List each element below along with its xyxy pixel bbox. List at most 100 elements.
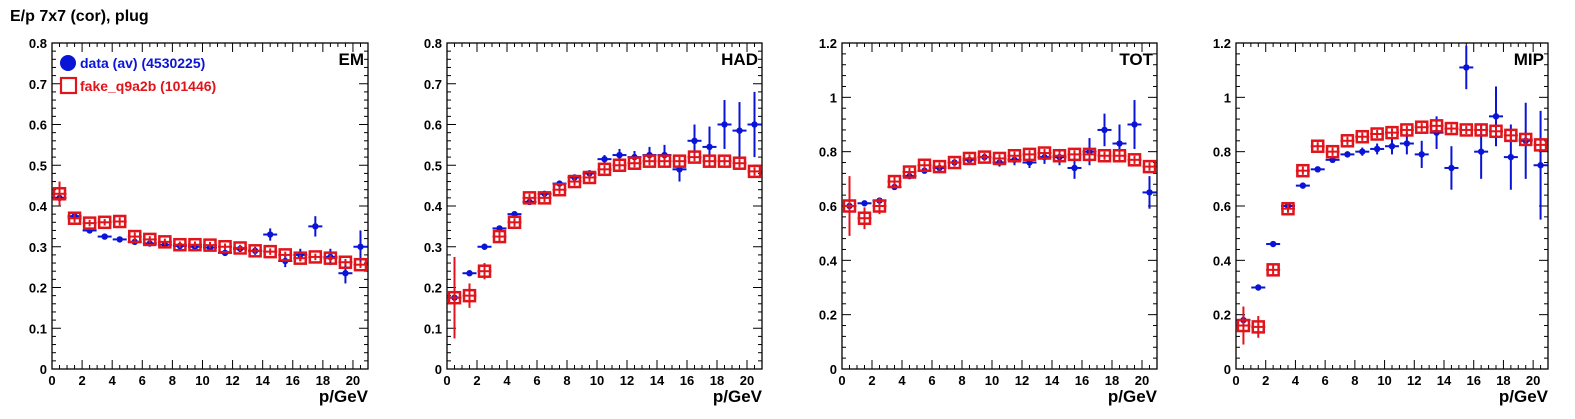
data-point (1146, 189, 1153, 196)
fake-point (857, 211, 872, 225)
data-point (1071, 164, 1078, 172)
fake-point (1236, 318, 1251, 333)
data-point (1269, 240, 1277, 248)
fake-point (582, 170, 597, 185)
data-point (1477, 148, 1485, 155)
plot-frame (841, 42, 1158, 370)
y-tick-label: 0.4 (1213, 253, 1232, 268)
fake-point (173, 237, 187, 252)
fake-point (732, 156, 747, 170)
fake-point (552, 182, 567, 197)
fake-point (612, 158, 627, 172)
x-axis-label: p/GeV (319, 387, 369, 406)
y-tick-label: 1.2 (1213, 36, 1231, 51)
y-tick-label: 0.2 (819, 308, 837, 323)
fake-point (1007, 148, 1022, 163)
fake-point (977, 150, 992, 164)
data-point (1388, 143, 1396, 150)
x-tick-label: 12 (620, 373, 634, 388)
fake-point (537, 191, 552, 205)
y-tick-label: 1.2 (819, 36, 837, 51)
panel-label: EM (339, 50, 365, 69)
fake-point (887, 174, 902, 189)
fake-point (158, 235, 172, 249)
x-tick-label: 10 (195, 373, 209, 388)
fake-point (522, 191, 537, 205)
fake-point (947, 155, 962, 170)
fake-point (1429, 119, 1444, 133)
x-tick-label: 2 (473, 373, 480, 388)
y-tick-label: 0.8 (819, 145, 837, 160)
fake-point (462, 288, 477, 303)
fake-point (128, 229, 142, 244)
x-tick-label: 16 (1075, 373, 1089, 388)
fake-point (1414, 120, 1429, 134)
data-point (706, 143, 713, 151)
x-tick-label: 20 (346, 373, 360, 388)
fake-point (263, 244, 277, 259)
fake-point (143, 232, 157, 247)
x-tick-label: 4 (1292, 373, 1300, 388)
plot-frame (446, 42, 763, 370)
x-tick-label: 2 (1262, 373, 1269, 388)
x-tick-label: 18 (1105, 373, 1119, 388)
fake-point (1082, 147, 1097, 162)
y-tick-label: 0.3 (29, 240, 47, 255)
y-tick-label: 1 (830, 90, 837, 105)
data-point (1448, 164, 1455, 172)
y-tick-label: 0.4 (819, 253, 838, 268)
data-point (357, 243, 364, 250)
fake-point (1370, 127, 1384, 141)
fake-point (1340, 134, 1355, 148)
y-tick-label: 0 (435, 362, 442, 377)
fake-point (872, 199, 887, 213)
y-tick-label: 0.7 (29, 77, 47, 92)
fake-point (627, 156, 642, 170)
y-tick-label: 0 (40, 362, 47, 377)
x-tick-label: 8 (563, 373, 570, 388)
y-tick-label: 0.8 (29, 36, 47, 51)
panel-had: 0 2 4 6 8 10 12 14 16 18 20 0 0.1 0.2 0.3 0.4 0.5 0.6 0.7 0… (424, 36, 763, 406)
data-point (1418, 151, 1425, 158)
fake-point (492, 229, 507, 244)
y-tick-label: 0.5 (424, 158, 442, 173)
fake-point (1400, 123, 1414, 137)
panel-tot: 0 2 4 6 8 10 12 14 16 18 20 0 0.2 0.4 0.6 0.8 1 1.2 p/GeV T… (819, 36, 1158, 406)
x-tick-label: 4 (898, 373, 906, 388)
y-tick-label: 0.2 (1213, 308, 1231, 323)
y-tick-label: 0.2 (29, 281, 47, 296)
data-point (1314, 166, 1321, 173)
x-tick-label: 0 (1232, 373, 1239, 388)
x-tick-label: 16 (1466, 373, 1480, 388)
y-tick-label: 0.6 (819, 199, 837, 214)
fake-point (1052, 148, 1067, 163)
data-point (1403, 140, 1411, 147)
x-tick-label: 2 (78, 373, 85, 388)
fake-point (1281, 201, 1295, 216)
fake-point (962, 151, 977, 166)
fake-point (1325, 144, 1340, 159)
fake-point (932, 159, 947, 174)
fake-point (1533, 138, 1548, 152)
fake-point (1127, 153, 1142, 167)
legend-fake-label: fake_q9a2b (101446) (80, 78, 216, 94)
x-tick-label: 14 (1437, 373, 1452, 388)
data-point (1537, 162, 1544, 169)
x-axis-label: p/GeV (1499, 387, 1549, 406)
data-point (601, 155, 608, 163)
y-tick-label: 0.7 (424, 77, 442, 92)
x-tick-label: 16 (286, 373, 300, 388)
fake-point (112, 214, 127, 229)
x-tick-label: 4 (503, 373, 511, 388)
data-point (1101, 126, 1108, 134)
fake-point (353, 257, 368, 272)
data-point (691, 137, 698, 144)
x-tick-label: 8 (169, 373, 176, 388)
fake-point (567, 174, 582, 189)
data-point (101, 233, 108, 240)
fake-point (657, 154, 672, 168)
fake-point (308, 250, 323, 264)
fake-point (672, 154, 687, 168)
data-point (116, 236, 123, 243)
x-tick-label: 6 (533, 373, 540, 388)
